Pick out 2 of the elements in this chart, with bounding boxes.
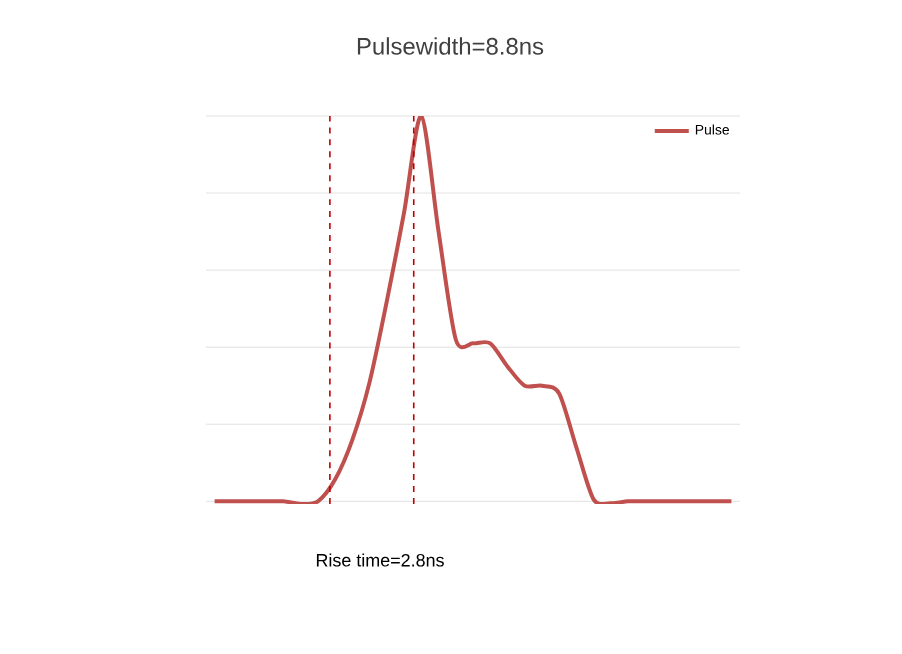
text: Rise time=2.8ns [316, 553, 444, 567]
chart-title: Pulsewidth=8.8ns [357, 37, 544, 55]
